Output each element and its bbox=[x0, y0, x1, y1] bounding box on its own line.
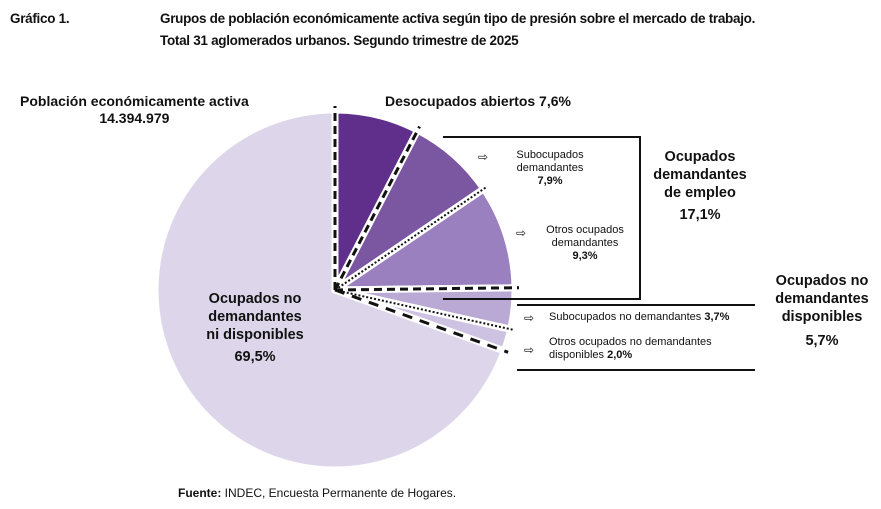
sub-dem-label: Subocupados demandantes 7,9% bbox=[516, 149, 584, 187]
no-demandantes-bracket bbox=[517, 304, 755, 371]
otros-nodem-label: Otros ocupados no demandantes disponibles… bbox=[549, 336, 712, 361]
slice-separator bbox=[334, 288, 509, 354]
slice-separator bbox=[334, 286, 520, 292]
arrow-icon: ⇨ bbox=[524, 311, 535, 325]
source-note: Fuente: INDEC, Encuesta Permanente de Ho… bbox=[178, 486, 457, 500]
figure-number: Gráfico 1. bbox=[10, 11, 70, 26]
chart-subtitle: Total 31 aglomerados urbanos. Segundo tr… bbox=[160, 33, 519, 48]
no-disp-label: Ocupados no demandantes ni disponibles 69,5… bbox=[206, 291, 304, 365]
slice-separator bbox=[334, 289, 515, 332]
sub-nodem-label: Subocupados no demandantes 3,7% bbox=[549, 311, 730, 323]
desocupados-label: Desocupados abiertos 7,6% bbox=[385, 93, 571, 109]
pie-slice bbox=[323, 183, 519, 294]
demandantes-bracket bbox=[443, 136, 641, 300]
pea-label: Población económicamente activa 14.394.97… bbox=[20, 93, 249, 126]
otros-dem-label: Otros ocupados demandantes 9,3% bbox=[546, 224, 624, 262]
arrow-icon: ⇨ bbox=[478, 150, 489, 164]
arrow-icon: ⇨ bbox=[516, 226, 527, 240]
pie-slice bbox=[151, 106, 509, 474]
slice-separator bbox=[333, 125, 421, 291]
chart-title: Grupos de población económicamente activ… bbox=[160, 11, 756, 26]
slice-separator bbox=[334, 185, 488, 291]
demandantes-group-label: Ocupados demandantes de empleo 17,1% bbox=[653, 149, 747, 223]
no-dem-disp-group-label: Ocupados no demandantes disponibles 5,7% bbox=[775, 273, 869, 349]
arrow-icon: ⇨ bbox=[524, 343, 535, 357]
